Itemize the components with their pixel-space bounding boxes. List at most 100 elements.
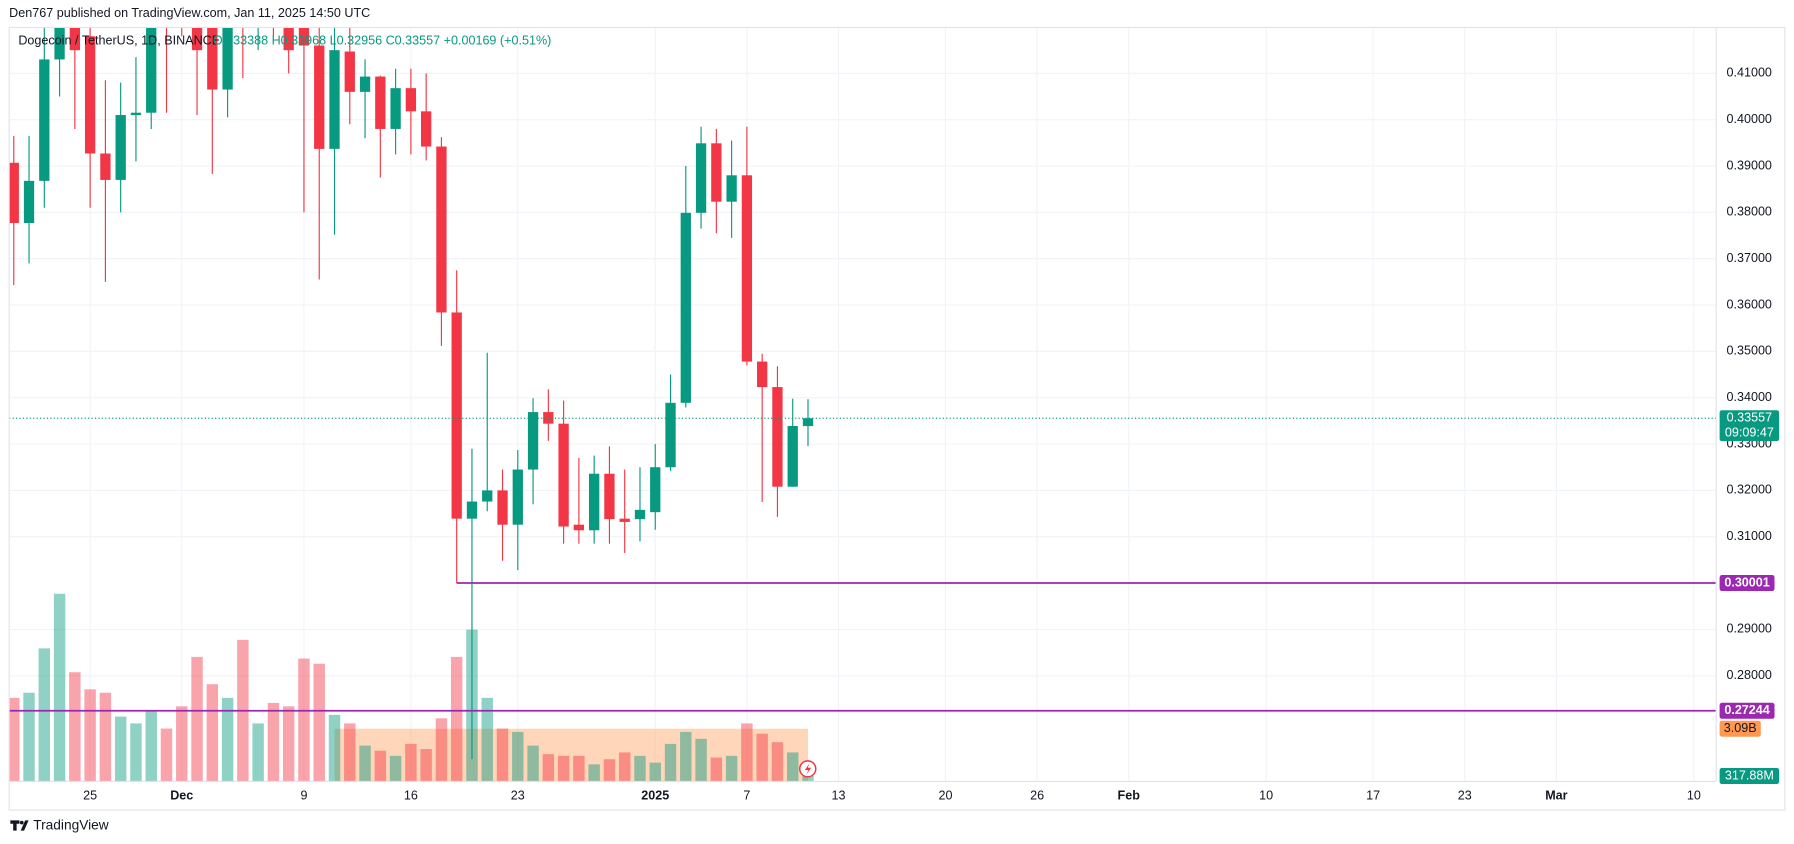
volume-band-box [1719,720,1761,737]
volume-bar [69,672,81,782]
volume-bar [481,697,493,782]
candle-body [512,469,523,525]
candle-body [9,162,19,224]
brand-logo [10,820,29,831]
volume-bar [206,684,219,782]
level-label-box [1719,702,1775,719]
candle-body [482,490,493,502]
volume-bar [313,663,325,782]
volume-bar [9,697,20,782]
candle-body [283,27,294,51]
y-tick-label: 0.32000 [1726,483,1771,497]
candle-body [39,59,50,181]
grid [9,27,1717,782]
candle-body [711,143,722,202]
volume-bar [557,755,570,782]
volume-band-label: 3.09B [1724,721,1757,735]
y-tick-label: 0.31000 [1726,529,1771,543]
candle-body [100,153,111,180]
volume-bar [38,648,51,782]
volume-bar [710,757,723,782]
y-tick-label: 0.41000 [1726,66,1771,80]
last-volume-box [1719,767,1780,785]
volume-bar [588,764,600,782]
last-volume-label: 317.88M [1725,768,1774,782]
candle-body [359,76,371,92]
candle-body [466,501,478,519]
volume-bar [756,733,768,782]
y-tick-label: 0.38000 [1726,205,1771,219]
last-price-label: 0.33557 [1727,411,1772,425]
volume-bar [527,745,539,782]
volume-bar [99,692,112,782]
volume-bar [741,723,753,782]
volume-bar [618,752,631,782]
volume-bar [680,731,692,782]
volume-bar [130,723,142,782]
candle-body [573,524,585,531]
volume-bar [160,728,173,782]
y-tick-label: 0.37000 [1726,251,1771,265]
candle-body [589,473,600,531]
publisher: Den767 published on TradingView.com, Jan… [9,6,370,20]
x-tick-label: 10 [1687,789,1701,803]
candle-body [757,361,768,388]
y-tick-label: 0.39000 [1726,158,1771,172]
volume-bar [298,658,310,782]
candle-body [115,115,126,180]
candle-body [558,423,569,527]
level-label: 0.30001 [1724,575,1769,589]
volume-bar [389,755,402,782]
volume-bar [542,754,555,782]
candle-body [207,27,218,90]
candle-body [680,212,691,403]
frame [8,26,1786,811]
countdown: 09:09:47 [1725,425,1774,439]
volume-bar [664,743,677,782]
volume-bar [450,656,463,782]
volume-bar [725,755,738,782]
volume-bar [344,723,356,782]
x-tick-label: 10 [1259,789,1273,803]
x-tick-label: Mar [1545,789,1567,803]
candle-body [375,76,386,129]
candle-body [787,425,798,487]
candle-body [191,27,203,51]
brand: TradingView [33,818,109,833]
volume-bar [145,711,157,782]
candle-body [146,27,157,113]
plot-area [9,27,1717,782]
level-label-box [1719,575,1775,592]
candle-body [405,88,417,112]
x-tick-label: 13 [832,789,846,803]
candle-body [298,27,310,46]
candle-body [314,45,325,149]
candle-body [23,180,35,224]
volume-bar [603,759,616,782]
candle-body [619,518,630,522]
volume-bar [420,749,432,782]
candle-body [604,473,615,520]
x-tick-label: 16 [404,789,418,803]
volume-bar [267,702,280,782]
volume-bar [496,728,509,782]
alert-icon[interactable] [799,760,817,778]
x-tick-label: 9 [300,789,307,803]
candle-body [69,27,81,51]
candle-body [497,490,508,525]
volume-bar [771,742,784,782]
candle-body [650,467,661,513]
x-tick-label: Dec [170,789,193,803]
candle-body [130,112,142,116]
volume-bar [252,723,264,782]
volume-bar [649,762,661,782]
candle-body [665,402,676,468]
volume-bar [374,750,387,782]
volume-bar [53,593,66,782]
volume-bar [573,755,585,782]
ohlc-legend: O0.33388 H0.33968 L0.32956 C0.33557 +0.0… [213,34,552,48]
y-tick-label: 0.34000 [1726,390,1771,404]
x-tick-label: 26 [1030,789,1044,803]
x-tick-label: 2025 [641,789,669,803]
